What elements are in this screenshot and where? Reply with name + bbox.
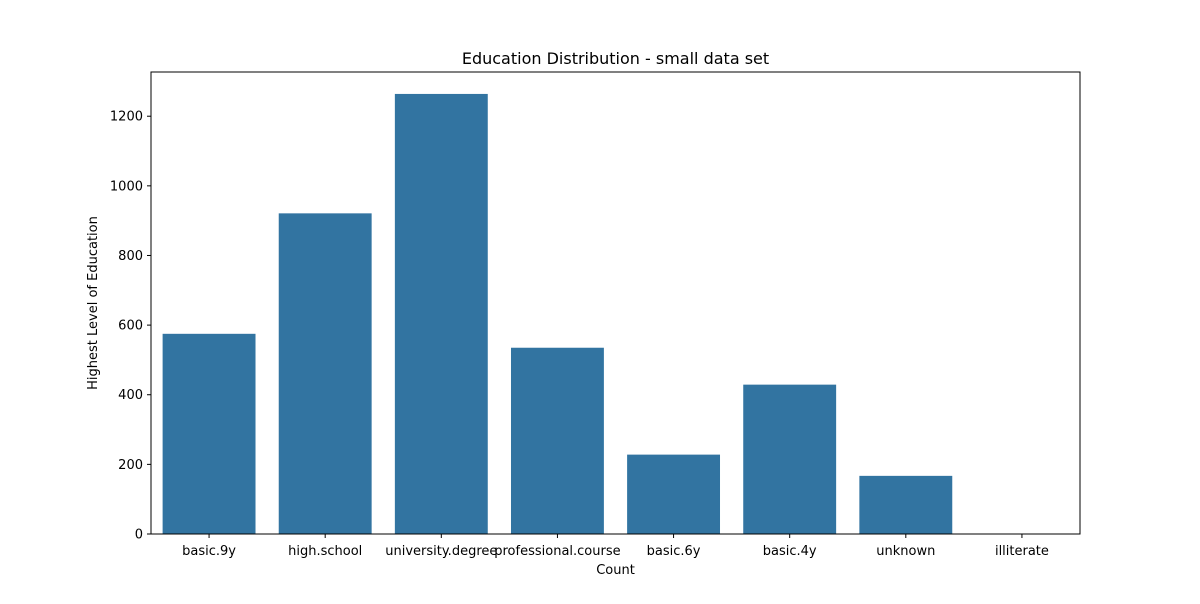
y-tick-label: 1000 xyxy=(110,179,143,194)
bar-basic-6y xyxy=(627,455,720,534)
y-tick-label: 0 xyxy=(135,528,143,543)
bar-high-school xyxy=(279,213,372,534)
x-tick-label: university.degree xyxy=(385,544,497,559)
x-tick-label: basic.4y xyxy=(763,544,817,559)
y-tick-label: 600 xyxy=(118,319,143,334)
bar-professional-course xyxy=(511,348,604,534)
y-axis-label: Highest Level of Education xyxy=(86,216,101,390)
y-tick-label: 1200 xyxy=(110,110,143,125)
x-tick-label: unknown xyxy=(876,544,935,559)
x-axis-label: Count xyxy=(596,563,635,578)
y-tick-label: 800 xyxy=(118,249,143,264)
x-tick-label: high.school xyxy=(288,544,362,559)
x-tick-label: basic.6y xyxy=(647,544,701,559)
x-tick-label: basic.9y xyxy=(182,544,236,559)
x-tick-label: illiterate xyxy=(995,544,1049,559)
bar-basic-4y xyxy=(743,385,836,534)
y-tick-label: 400 xyxy=(118,388,143,403)
y-tick-label: 200 xyxy=(118,458,143,473)
bar-basic-9y xyxy=(163,334,256,534)
x-tick-label: professional.course xyxy=(494,544,620,559)
bar-unknown xyxy=(859,476,952,534)
chart-title: Education Distribution - small data set xyxy=(462,49,769,68)
bar-university-degree xyxy=(395,94,488,534)
